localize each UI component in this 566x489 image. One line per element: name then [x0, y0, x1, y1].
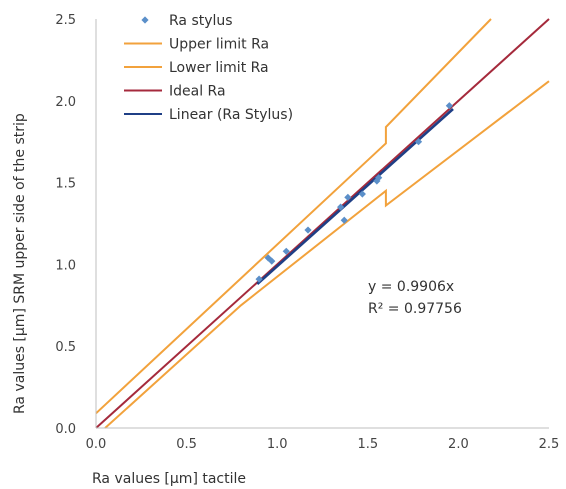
series-line-ideal-ra [95, 18, 550, 429]
data-point [337, 203, 345, 211]
x-tick-label: 0.0 [86, 437, 107, 452]
data-point [414, 138, 423, 146]
y-tick-label: 2.5 [55, 13, 76, 28]
x-tick-label: 0.5 [176, 437, 197, 452]
data-point [358, 190, 366, 198]
x-tick-label: 1.0 [267, 437, 288, 452]
equation-annotation: y = 0.9906x [368, 279, 454, 295]
y-tick-label: 2.0 [55, 95, 76, 110]
data-point [264, 254, 272, 262]
data-point [255, 275, 263, 283]
r-squared-annotation: R² = 0.97756 [368, 301, 462, 317]
data-point [375, 174, 383, 182]
series-lines [95, 18, 550, 429]
x-tick-label: 1.5 [357, 437, 378, 452]
y-tick-label: 1.0 [55, 258, 76, 273]
x-tick-label: 2.5 [539, 437, 560, 452]
y-tick-labels: 0.0 0.5 1.0 1.5 2.0 2.5 [55, 13, 76, 437]
y-tick-label: 1.5 [55, 177, 76, 192]
series-line-linear-ra-stylus [256, 108, 454, 285]
data-point [445, 102, 453, 110]
data-point [282, 247, 290, 255]
data-point [304, 226, 312, 234]
legend-label-ra-stylus: Ra stylus [169, 13, 233, 29]
legend: Ra stylus Upper limit Ra Lower limit Ra Ide… [124, 13, 293, 123]
scatter-points [255, 102, 453, 283]
legend-label-ideal-ra: Ideal Ra [169, 84, 226, 100]
x-axis-title: Ra values [µm] tactile [92, 471, 246, 487]
data-point [373, 177, 381, 185]
data-point [344, 193, 352, 201]
x-tick-labels: 0.0 0.5 1.0 1.5 2.0 2.5 [86, 437, 560, 452]
y-tick-label: 0.0 [55, 422, 76, 437]
data-point [268, 257, 276, 265]
legend-label-upper-limit-ra: Upper limit Ra [169, 37, 269, 53]
legend-marker-ra-stylus [141, 16, 149, 24]
series-line-lower-limit-ra [104, 80, 550, 429]
x-tick-label: 2.0 [448, 437, 469, 452]
y-tick-label: 0.5 [55, 340, 76, 355]
series-line-upper-limit-ra [95, 18, 492, 415]
legend-label-linear-ra-stylus: Linear (Ra Stylus) [169, 107, 293, 123]
legend-label-lower-limit-ra: Lower limit Ra [169, 60, 269, 76]
data-point [340, 216, 348, 224]
y-axis-title: Ra values [µm] SRM upper side of the str… [12, 113, 28, 414]
